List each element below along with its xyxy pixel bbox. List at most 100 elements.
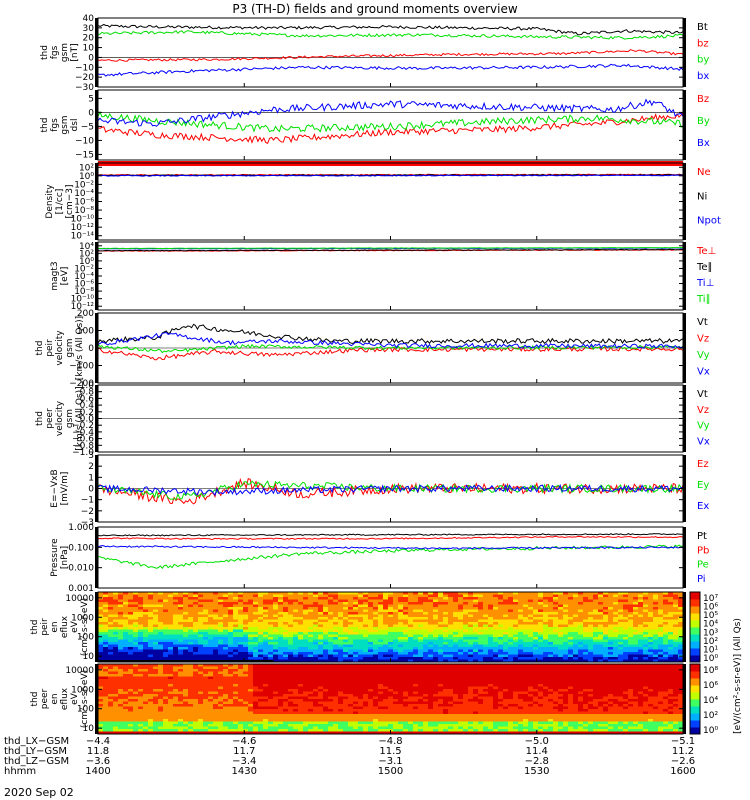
spectrogram-cell <box>228 666 234 670</box>
spectrogram-cell <box>623 629 629 633</box>
panel-frame <box>97 241 684 311</box>
spectrogram-cell <box>188 681 194 685</box>
spectrogram-cell <box>463 629 469 633</box>
spectrogram-cell <box>298 649 304 653</box>
spectrogram-cell <box>483 642 489 645</box>
spectrogram-cell <box>248 726 254 730</box>
spectrogram-cell <box>653 627 659 630</box>
spectrogram-cell <box>483 617 489 620</box>
spectrogram-cell <box>428 624 434 628</box>
spectrogram-cell <box>223 684 229 687</box>
spectrogram-cell <box>488 594 494 598</box>
spectrogram-cell <box>118 714 124 717</box>
spectrogram-cell <box>463 647 469 650</box>
spectrogram-cell <box>423 619 429 623</box>
spectrogram-cell <box>438 597 444 600</box>
spectrogram-cell <box>133 671 139 675</box>
spectrogram-cell <box>463 634 469 638</box>
spectrogram-cell <box>478 599 484 603</box>
spectrogram-cell <box>593 659 599 663</box>
spectrogram-cell <box>128 701 134 705</box>
spectrogram-cell <box>148 607 154 610</box>
spectrogram-cell <box>438 622 444 625</box>
spectrogram-cell <box>593 627 599 630</box>
spectrogram-cell <box>623 612 629 615</box>
spectrogram-cell <box>353 594 359 598</box>
spectrogram-cell <box>338 671 344 675</box>
spectrogram-cell <box>388 654 394 658</box>
spectrogram-cell <box>243 724 249 727</box>
spectrogram-cell <box>238 674 244 677</box>
spectrogram-cell <box>173 592 179 595</box>
spectrogram-cell <box>158 701 164 705</box>
spectrogram-cell <box>548 629 554 633</box>
spectrogram-cell <box>643 594 649 598</box>
spectrogram-cell <box>593 619 599 623</box>
spectrogram-cell <box>613 609 619 613</box>
spectrogram-cell <box>238 671 244 675</box>
spectrogram-cell <box>138 594 144 598</box>
series-line-Pi <box>97 545 684 550</box>
spectrogram-cell <box>358 622 364 625</box>
spectrogram-cell <box>363 594 369 598</box>
spectrogram-cell <box>203 724 209 727</box>
spectrogram-cell <box>108 612 114 615</box>
spectrogram-cell <box>213 607 219 610</box>
spectrogram-cell <box>368 637 374 640</box>
spectrogram-cell <box>163 642 169 645</box>
spectrogram-cell <box>493 644 499 648</box>
spectrogram-cell <box>533 607 539 610</box>
spectrogram-cell <box>138 669 144 672</box>
series-line-Ti∥ <box>97 246 684 250</box>
spectrogram-cell <box>648 652 654 655</box>
spectrogram-cell <box>323 654 329 658</box>
spectrogram-cell <box>423 594 429 598</box>
spectrogram-cell <box>413 607 419 610</box>
spectrogram-cell <box>268 719 274 722</box>
spectrogram-cell <box>518 607 524 610</box>
spectrogram-cell <box>568 599 574 603</box>
spectrogram-cell <box>138 679 144 682</box>
spectrogram-cell <box>658 657 664 660</box>
spectrogram-cell <box>123 689 129 692</box>
spectrogram-cell <box>178 716 184 720</box>
spectrogram-cell <box>203 699 209 702</box>
spectrogram-cell <box>273 647 279 650</box>
spectrogram-cell <box>588 634 594 638</box>
spectrogram-cell <box>273 627 279 630</box>
spectrogram-cell <box>658 609 664 613</box>
spectrogram-cell <box>338 696 344 700</box>
spectrogram-cell <box>188 597 194 600</box>
spectrogram-cell <box>443 617 449 620</box>
spectrogram-cell <box>603 592 609 595</box>
spectrogram-cell <box>218 689 224 692</box>
spectrogram-cell <box>298 696 304 700</box>
spectrogram-cell <box>108 731 114 735</box>
spectrogram-cell <box>253 647 259 650</box>
spectrogram-cell <box>553 657 559 660</box>
spectrogram-cell <box>333 686 339 690</box>
spectrogram-cell <box>298 686 304 690</box>
spectrogram-cell <box>213 619 219 623</box>
spectrogram-cell <box>353 639 359 643</box>
spectrogram-cell <box>438 627 444 630</box>
spectrogram-cell <box>278 644 284 648</box>
spectrogram-cell <box>673 649 679 653</box>
spectrogram-cell <box>138 604 144 608</box>
spectrogram-cell <box>168 604 174 608</box>
spectrogram-cell <box>263 594 269 598</box>
spectrogram-cell <box>513 604 519 608</box>
spectrogram-cell <box>138 694 144 697</box>
spectrogram-cell <box>253 669 259 672</box>
spectrogram-cell <box>328 637 334 640</box>
spectrogram-cell <box>638 647 644 650</box>
spectrogram-cell <box>203 602 209 605</box>
spectrogram-cell <box>108 719 114 722</box>
spectrogram-cell <box>173 629 179 633</box>
spectrogram-cell <box>548 644 554 648</box>
spectrogram-cell <box>333 659 339 663</box>
spectrogram-cell <box>658 644 664 648</box>
spectrogram-cell <box>368 624 374 628</box>
spectrogram-cell <box>628 622 634 625</box>
spectrogram-cell <box>158 706 164 710</box>
